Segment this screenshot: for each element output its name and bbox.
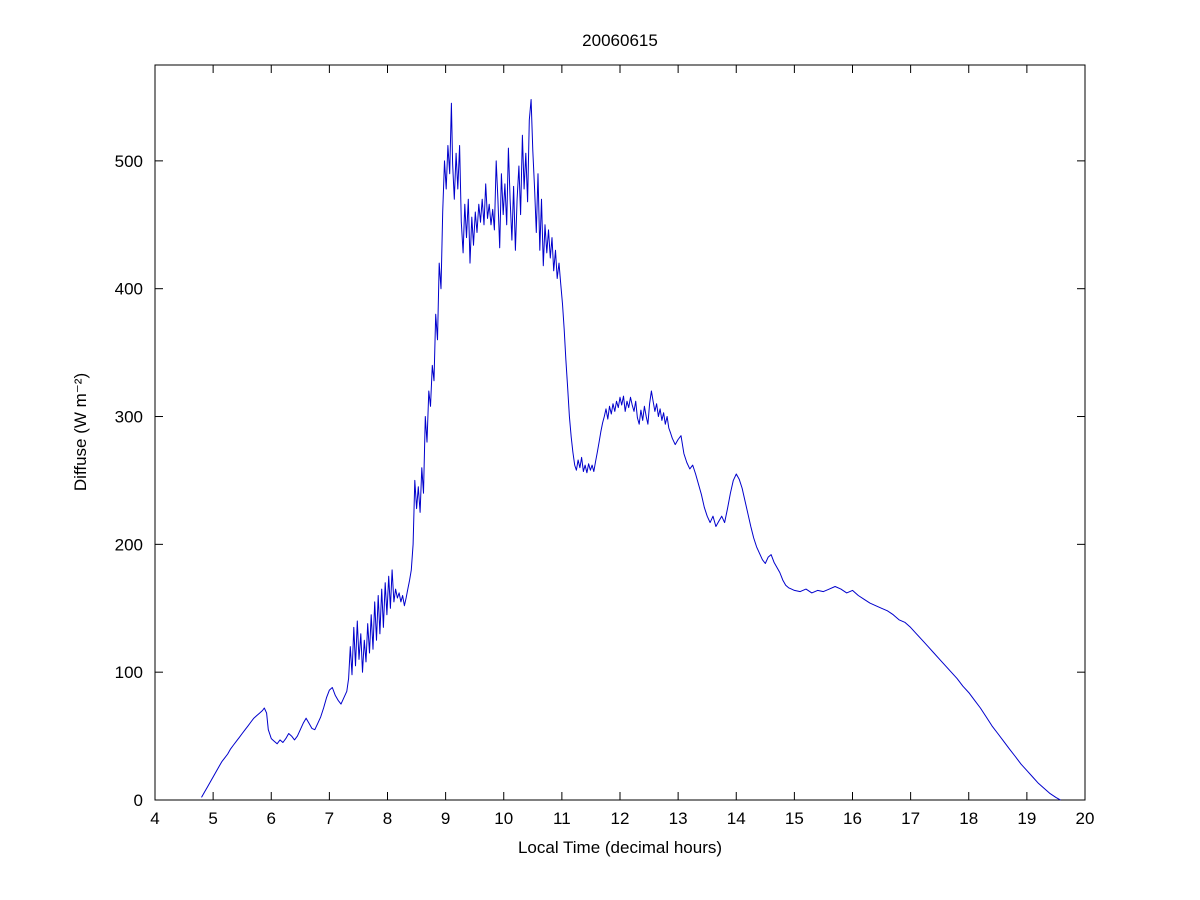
y-tick-label: 200 xyxy=(115,535,143,554)
x-tick-label: 13 xyxy=(669,809,688,828)
x-tick-label: 17 xyxy=(901,809,920,828)
y-tick-label: 0 xyxy=(134,791,143,810)
x-tick-label: 12 xyxy=(611,809,630,828)
x-tick-label: 19 xyxy=(1017,809,1036,828)
x-tick-label: 15 xyxy=(785,809,804,828)
y-tick-label: 100 xyxy=(115,663,143,682)
x-tick-label: 4 xyxy=(150,809,159,828)
axis-tick-labels: 4 5 6 7 8 9 10 11 12 13 14 15 16 17 18 19 20010020030040… xyxy=(115,152,1095,828)
axis-ticks xyxy=(154,65,1086,801)
x-tick-label: 20 xyxy=(1076,809,1095,828)
y-tick-label: 500 xyxy=(115,152,143,171)
x-tick-label: 18 xyxy=(959,809,978,828)
x-tick-label: 9 xyxy=(441,809,450,828)
diffuse-line xyxy=(201,99,1061,801)
axes-box xyxy=(154,64,1086,801)
x-tick-label: 16 xyxy=(843,809,862,828)
axes-frame xyxy=(154,64,1086,801)
x-tick-label: 11 xyxy=(553,809,571,828)
x-tick-label: 8 xyxy=(383,809,392,828)
data-series xyxy=(201,99,1061,801)
y-tick-label: 300 xyxy=(115,408,143,427)
x-axis-label: Local Time (decimal hours) xyxy=(518,838,722,857)
x-tick-label: 14 xyxy=(727,809,746,828)
chart-title: 20060615 xyxy=(582,31,658,50)
x-tick-label: 6 xyxy=(267,809,276,828)
x-tick-label: 10 xyxy=(494,809,513,828)
x-tick-label: 7 xyxy=(325,809,334,828)
y-axis-label: Diffuse (W m⁻²) xyxy=(71,373,90,491)
x-tick-label: 5 xyxy=(208,809,217,828)
y-tick-label: 400 xyxy=(115,280,143,299)
